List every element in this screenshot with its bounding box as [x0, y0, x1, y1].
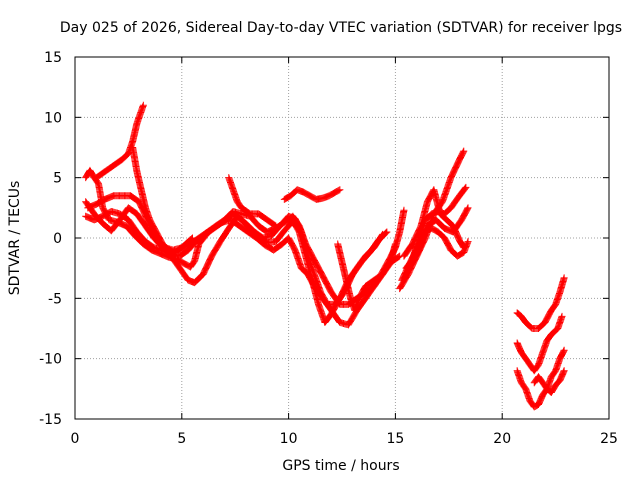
data-point — [381, 230, 389, 238]
axis-ticks: 0 5 10 15 20 25 -15 -10 -5 0 5 10 15 — [39, 50, 618, 447]
series-track-i — [334, 240, 399, 314]
data-point — [526, 323, 534, 331]
y-tick-label: 15 — [44, 50, 62, 66]
data-point — [382, 229, 390, 237]
y-tick-label: -5 — [48, 291, 62, 307]
data-point — [463, 205, 471, 213]
data-point — [464, 204, 472, 212]
data-point — [460, 147, 468, 155]
data-point — [187, 235, 195, 243]
chart-title: Day 025 of 2026, Sidereal Day-to-day VTE… — [60, 20, 622, 36]
data-point — [558, 312, 566, 320]
y-tick-label: 5 — [53, 171, 62, 187]
data-point — [335, 186, 343, 194]
data-point — [462, 183, 470, 191]
series-track-o — [513, 274, 568, 332]
data-series — [82, 101, 568, 411]
data-point — [336, 186, 344, 194]
data-point — [461, 184, 469, 192]
x-tick-label: 10 — [280, 431, 298, 447]
data-point — [400, 206, 408, 214]
series-track-f — [129, 144, 196, 256]
y-tick-label: -15 — [39, 412, 62, 428]
data-point — [560, 347, 568, 355]
data-point — [560, 346, 568, 354]
data-point — [560, 274, 568, 282]
data-point — [464, 238, 472, 246]
x-tick-label: 15 — [386, 431, 404, 447]
series-track-p — [513, 312, 566, 375]
data-point — [272, 222, 280, 230]
data-point — [183, 275, 191, 283]
y-tick-label: 10 — [44, 110, 62, 126]
y-tick-label: 0 — [53, 231, 62, 247]
data-point — [459, 148, 467, 156]
series-track-g — [225, 174, 280, 230]
x-tick-label: 20 — [493, 431, 511, 447]
series-track-h — [280, 186, 344, 203]
data-point — [227, 209, 235, 217]
data-point — [291, 187, 299, 195]
y-tick-label: -10 — [39, 352, 62, 368]
data-point — [391, 240, 399, 248]
y-axis-label: SDTVAR / TECUs — [7, 181, 23, 296]
x-tick-label: 0 — [71, 431, 80, 447]
x-tick-label: 5 — [177, 431, 186, 447]
data-point — [395, 253, 403, 261]
data-point — [139, 101, 147, 109]
data-point — [188, 234, 196, 242]
data-point — [560, 367, 568, 375]
series-track-c — [82, 206, 408, 329]
data-point — [188, 235, 196, 243]
series-track-e — [92, 101, 147, 182]
series-track-n — [398, 204, 472, 284]
x-axis-label: GPS time / hours — [282, 458, 399, 474]
data-point — [383, 228, 391, 236]
data-point — [271, 221, 279, 229]
x-tick-label: 25 — [600, 431, 618, 447]
series-track-r — [530, 367, 568, 396]
